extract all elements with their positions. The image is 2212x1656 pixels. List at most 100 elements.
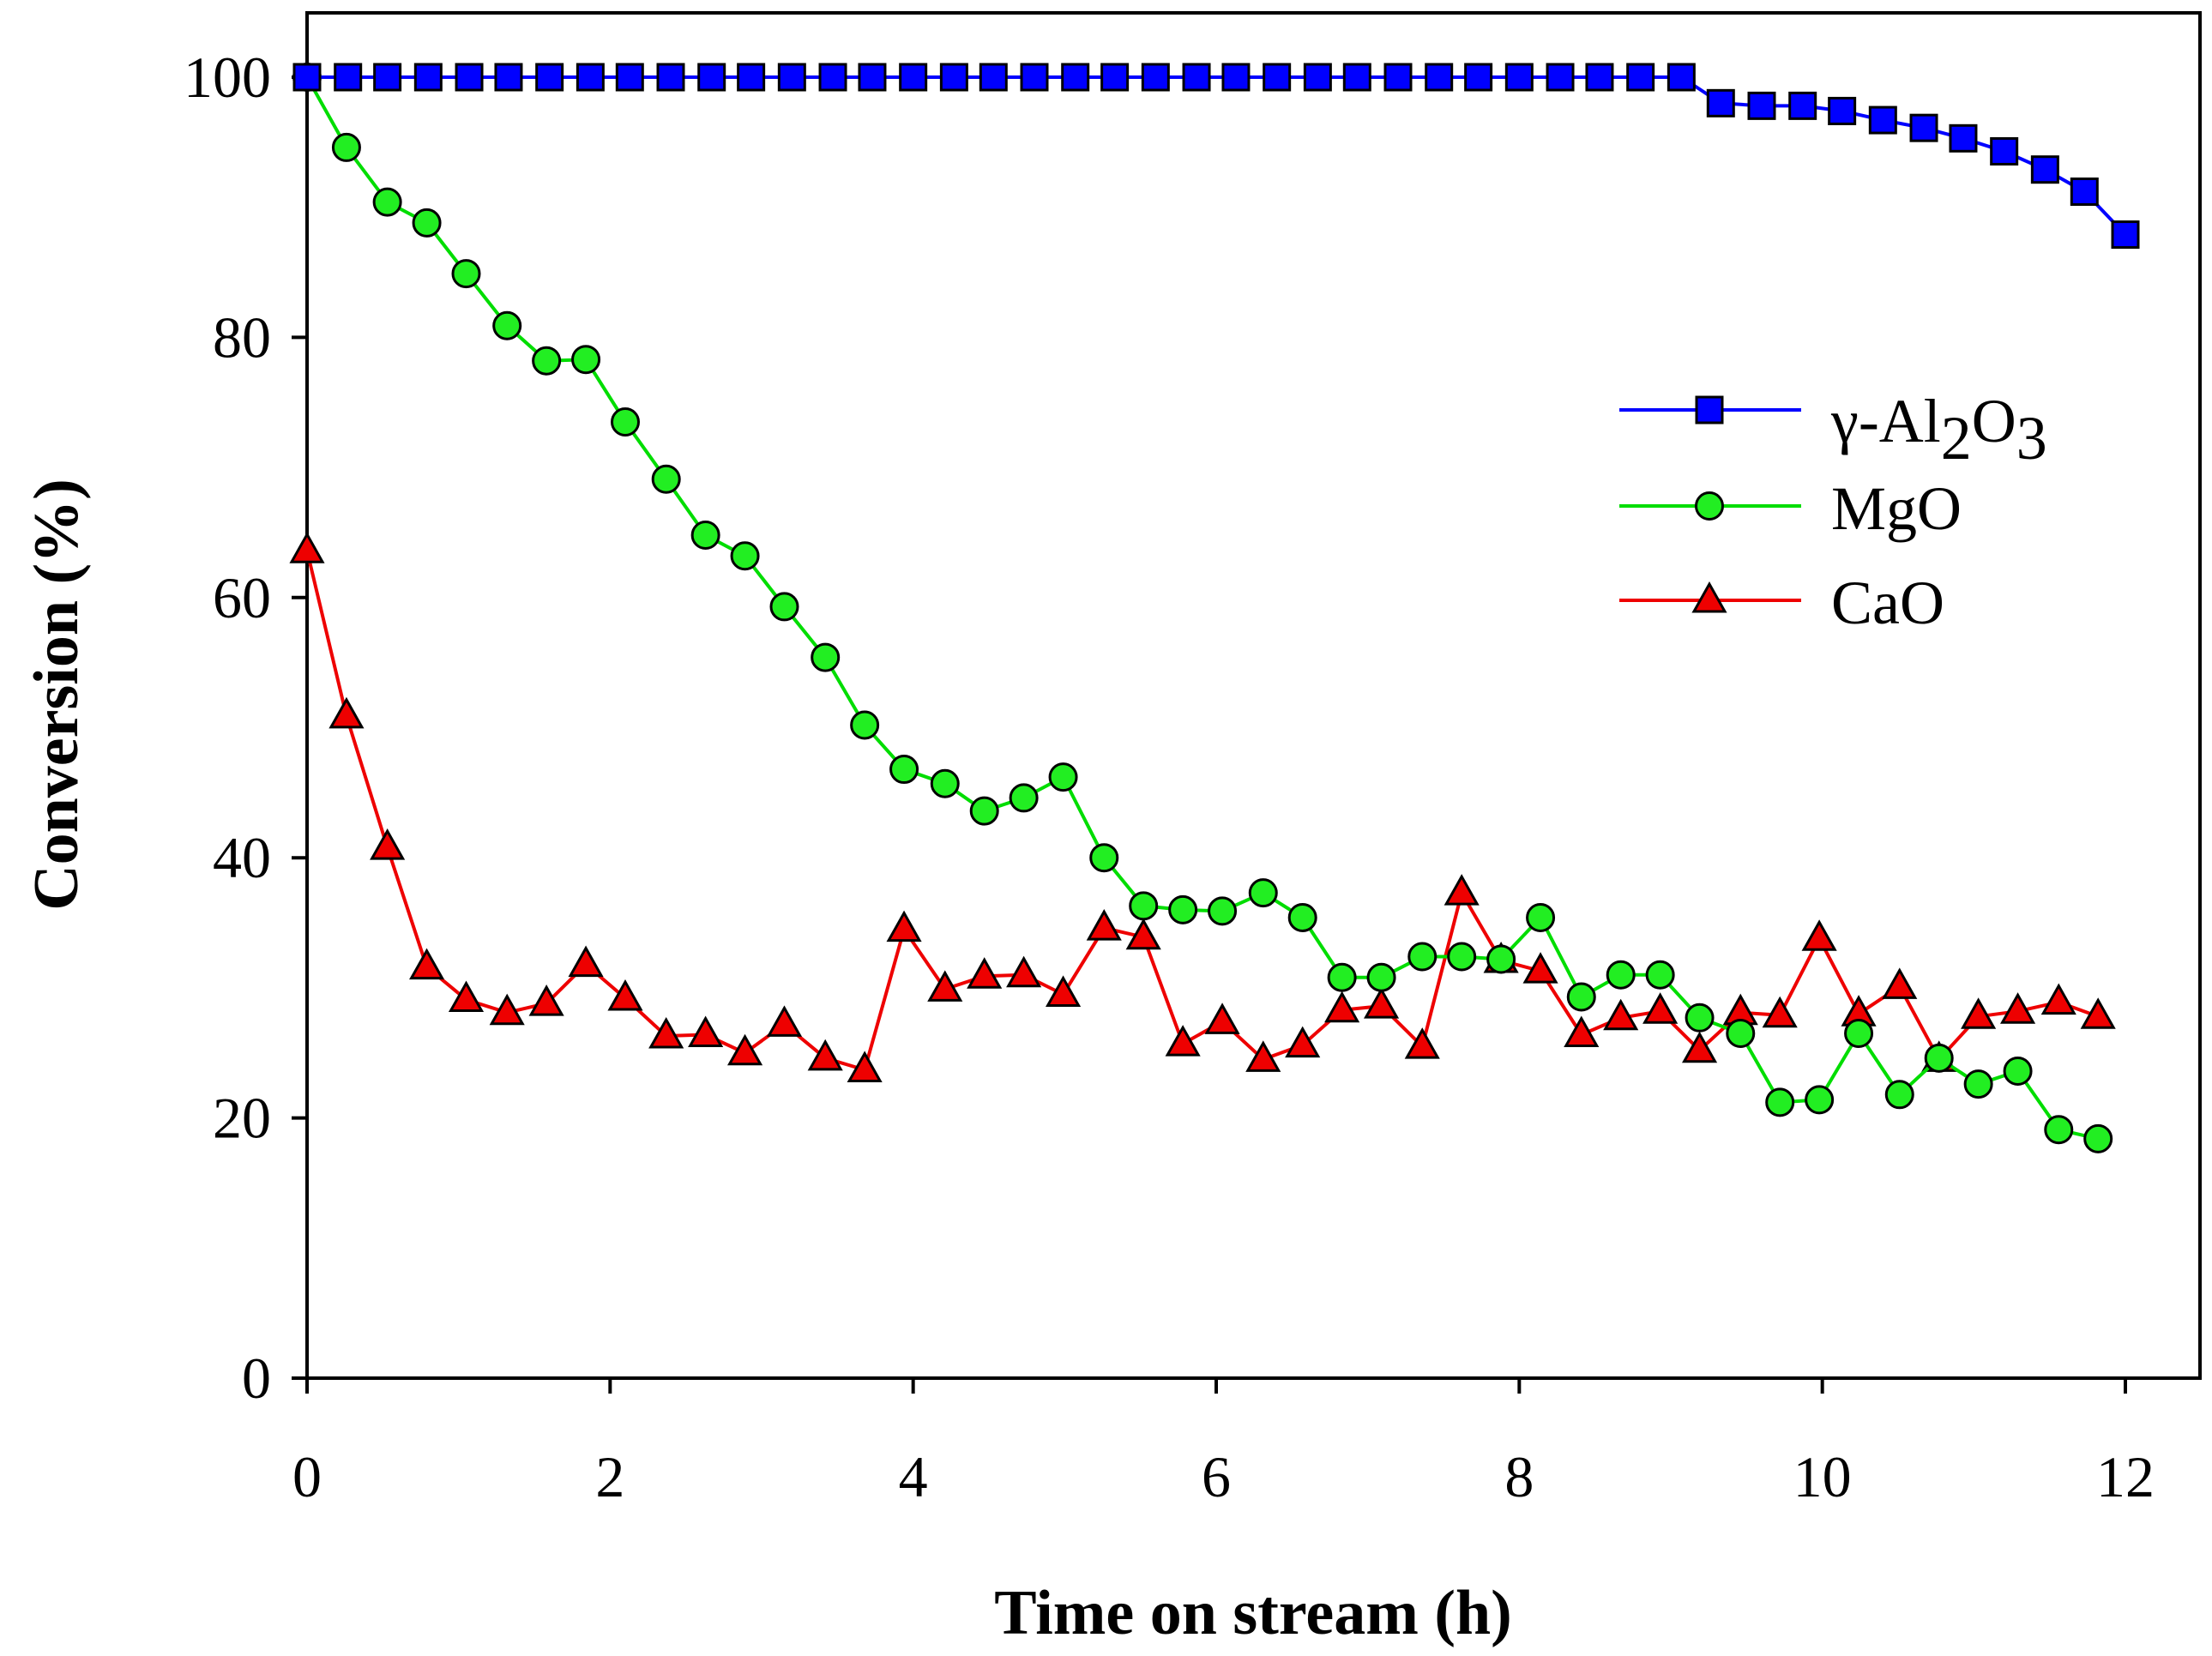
- data-point-mgo: [1009, 783, 1039, 813]
- data-point-al2o3: [576, 63, 605, 92]
- series-line-mgo: [305, 76, 2099, 1141]
- data-point-cao: [1762, 996, 1798, 1028]
- data-point-cao: [967, 957, 1003, 989]
- data-point-al2o3: [979, 63, 1008, 92]
- data-point-mgo: [690, 520, 720, 550]
- data-point-cao: [448, 980, 485, 1013]
- data-point-al2o3: [292, 63, 322, 92]
- data-point-cao: [1324, 991, 1360, 1023]
- y-tick-label: 60: [213, 565, 271, 630]
- data-point-mgo: [1327, 962, 1357, 992]
- legend-marker-mgo: [1695, 491, 1724, 521]
- data-point-al2o3: [1425, 63, 1454, 92]
- data-point-al2o3: [1546, 63, 1575, 92]
- data-point-cao: [1046, 975, 1082, 1007]
- legend-marker-al2o3: [1695, 395, 1724, 425]
- data-point-mgo: [1168, 894, 1198, 924]
- legend: γ-Al2O3 MgO CaO: [1619, 387, 2047, 637]
- data-point-al2o3: [1100, 63, 1130, 92]
- data-point-al2o3: [455, 63, 484, 92]
- data-point-cao: [1522, 952, 1558, 984]
- data-point-al2o3: [939, 63, 968, 92]
- data-point-cao: [1603, 998, 1639, 1031]
- data-point-mgo: [532, 346, 562, 376]
- y-tick-label: 100: [184, 45, 271, 110]
- data-point-al2o3: [2070, 177, 2099, 206]
- data-point-al2o3: [1828, 96, 1857, 125]
- data-point-al2o3: [1061, 63, 1090, 92]
- data-point-cao: [1961, 997, 1997, 1029]
- data-point-cao: [1682, 1031, 1718, 1063]
- data-point-al2o3: [334, 63, 363, 92]
- data-point-cao: [1882, 967, 1918, 999]
- data-point-cao: [766, 1005, 803, 1037]
- data-point-al2o3: [737, 63, 766, 92]
- data-point-cao: [2040, 983, 2076, 1015]
- data-point-mgo: [1963, 1069, 1993, 1099]
- data-point-cao: [1204, 1003, 1240, 1034]
- data-point-cao: [807, 1039, 843, 1071]
- data-point-cao: [409, 948, 445, 980]
- data-point-al2o3: [1626, 63, 1655, 92]
- data-point-cao: [489, 993, 525, 1026]
- data-point-mgo: [2003, 1056, 2033, 1086]
- data-point-al2o3: [1221, 63, 1251, 92]
- data-point-al2o3: [1020, 63, 1049, 92]
- data-point-cao: [289, 532, 325, 563]
- data-point-cao: [1642, 992, 1679, 1024]
- data-point-mgo: [930, 768, 960, 798]
- data-point-mgo: [1685, 1003, 1715, 1033]
- data-point-al2o3: [1585, 63, 1614, 92]
- data-point-mgo: [1089, 843, 1119, 873]
- data-point-mgo: [1726, 1018, 1756, 1048]
- x-tick-label: 2: [595, 1444, 624, 1509]
- data-point-mgo: [1048, 762, 1078, 792]
- data-point-mgo: [2083, 1123, 2113, 1153]
- data-point-cao: [1165, 1025, 1201, 1057]
- data-point-mgo: [1366, 962, 1396, 992]
- data-point-al2o3: [858, 63, 887, 92]
- data-point-mgo: [1248, 878, 1278, 908]
- data-point-cao: [2080, 997, 2116, 1029]
- data-point-al2o3: [1263, 63, 1292, 92]
- data-point-al2o3: [697, 63, 726, 92]
- data-point-mgo: [1486, 944, 1516, 974]
- data-point-al2o3: [1504, 63, 1534, 92]
- data-point-al2o3: [1342, 63, 1371, 92]
- y-axis: 0 20 40 60 80 100: [184, 45, 307, 1411]
- data-point-cao: [727, 1033, 763, 1066]
- data-point-cao: [1444, 874, 1480, 906]
- data-point-mgo: [571, 345, 601, 375]
- data-point-al2o3: [1949, 123, 1978, 153]
- data-point-mgo: [1526, 902, 1556, 932]
- data-point-mgo: [811, 642, 841, 672]
- data-point-cao: [1285, 1026, 1321, 1058]
- data-point-mgo: [1805, 1085, 1835, 1115]
- data-point-mgo: [1645, 960, 1675, 990]
- data-point-al2o3: [615, 63, 644, 92]
- data-point-mgo: [1884, 1080, 1914, 1110]
- x-tick-label: 8: [1504, 1444, 1534, 1509]
- data-point-al2o3: [1182, 63, 1211, 92]
- data-point-mgo: [1129, 891, 1159, 921]
- data-point-mgo: [2044, 1115, 2074, 1145]
- data-point-cao: [607, 979, 643, 1011]
- data-point-al2o3: [1747, 91, 1776, 120]
- legend-label-cao: CaO: [1831, 569, 1944, 637]
- data-point-cao: [688, 1015, 724, 1048]
- series-mgo: [292, 63, 2113, 1153]
- plot-frame: [305, 11, 2202, 1380]
- data-point-mgo: [651, 464, 681, 494]
- data-point-al2o3: [818, 63, 847, 92]
- data-point-mgo: [331, 132, 361, 162]
- data-point-cao: [1245, 1040, 1281, 1072]
- data-point-mgo: [451, 259, 481, 289]
- data-point-cao: [648, 1016, 684, 1049]
- legend-label-al2o3: γ-Al2O3: [1830, 387, 2047, 473]
- y-tick-label: 40: [213, 825, 271, 890]
- data-point-mgo: [1844, 1018, 1874, 1048]
- data-point-mgo: [372, 187, 402, 217]
- data-point-mgo: [850, 710, 880, 740]
- data-point-al2o3: [2111, 220, 2140, 250]
